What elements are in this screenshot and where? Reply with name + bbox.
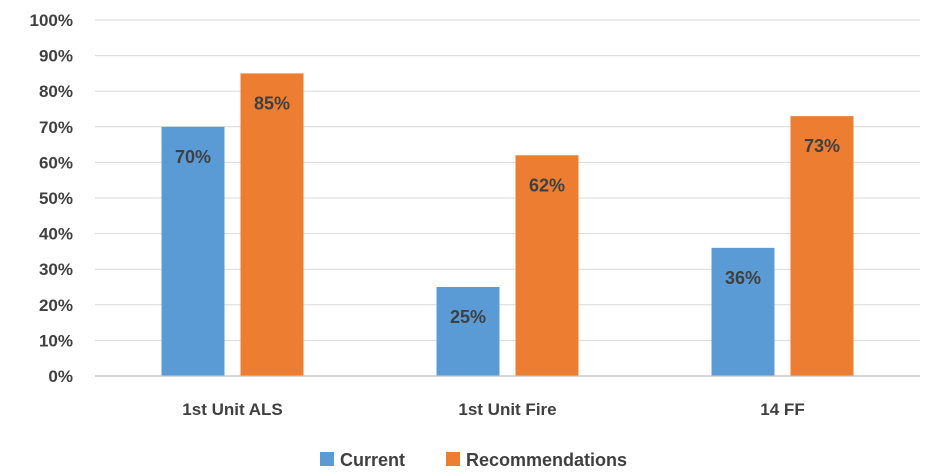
- y-tick-label: 90%: [39, 47, 73, 66]
- bars: [161, 73, 854, 377]
- data-labels: 70% 85% 25% 62% 36% 73%: [175, 93, 840, 327]
- y-tick-label: 30%: [39, 260, 73, 279]
- bar-current-3: [711, 247, 775, 376]
- y-tick-label: 20%: [39, 296, 73, 315]
- y-tick-label: 60%: [39, 153, 73, 172]
- y-axis-tick-labels: 0% 10% 20% 30% 40% 50% 60% 70% 80% 90% 100%: [30, 11, 73, 386]
- legend-swatch-recommendations: [446, 452, 460, 466]
- bar-current-1: [161, 126, 225, 376]
- gridlines: [95, 19, 920, 341]
- category-label: 1st Unit ALS: [182, 400, 282, 419]
- data-label: 25%: [450, 307, 486, 327]
- y-tick-label: 100%: [30, 11, 73, 30]
- bar-recommendations-2: [515, 155, 579, 376]
- data-label: 62%: [529, 175, 565, 195]
- y-tick-label: 80%: [39, 82, 73, 101]
- y-tick-label: 0%: [48, 367, 73, 386]
- y-tick-label: 40%: [39, 225, 73, 244]
- bar-recommendations-3: [790, 116, 854, 377]
- data-label: 70%: [175, 147, 211, 167]
- x-axis-category-labels: 1st Unit ALS 1st Unit Fire 14 FF: [182, 400, 804, 419]
- bar-current-2: [436, 287, 500, 376]
- data-label: 36%: [725, 268, 761, 288]
- legend: Current Recommendations: [320, 450, 627, 470]
- data-label: 85%: [254, 93, 290, 113]
- y-tick-label: 10%: [39, 331, 73, 350]
- legend-label: Current: [340, 450, 405, 470]
- y-tick-label: 50%: [39, 189, 73, 208]
- bar-recommendations-1: [240, 73, 304, 377]
- data-label: 73%: [804, 136, 840, 156]
- legend-swatch-current: [320, 452, 334, 466]
- category-label: 14 FF: [760, 400, 804, 419]
- legend-label: Recommendations: [466, 450, 627, 470]
- category-label: 1st Unit Fire: [458, 400, 556, 419]
- y-tick-label: 70%: [39, 118, 73, 137]
